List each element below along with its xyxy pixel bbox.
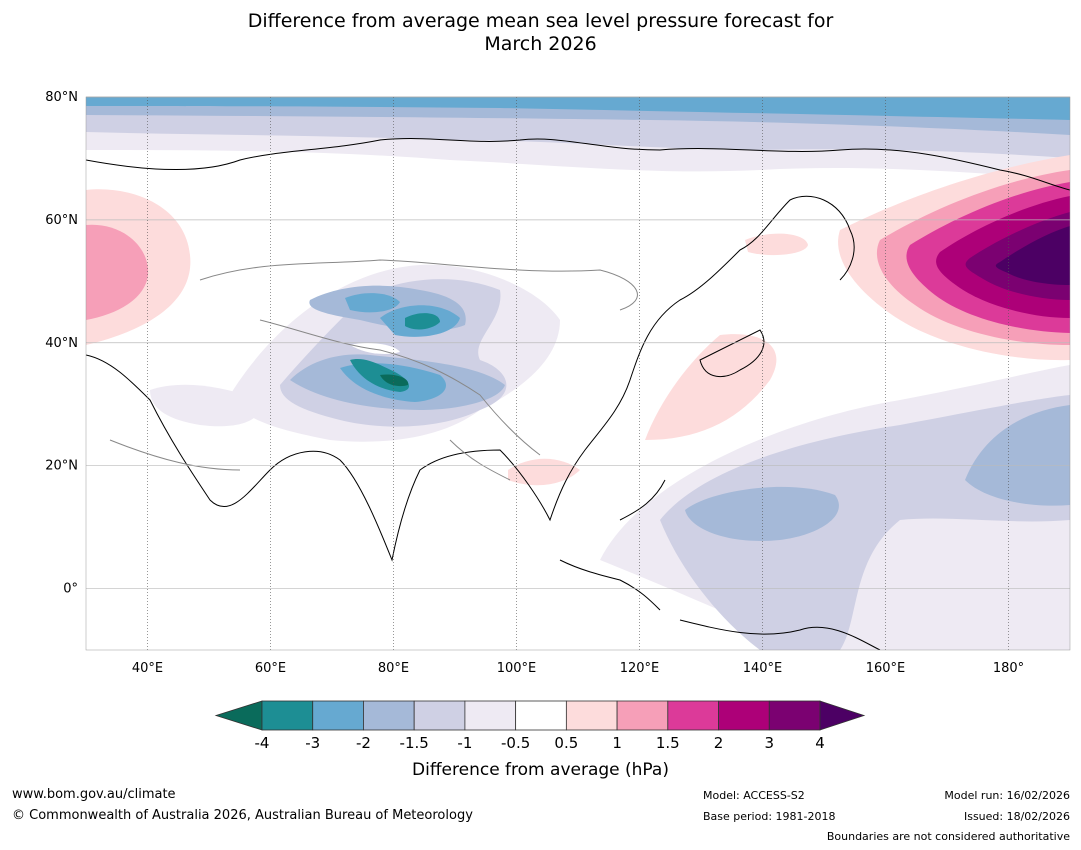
footer-issued: Issued: 18/02/2026 bbox=[963, 810, 1070, 823]
siberia-high-small bbox=[745, 233, 808, 256]
longitude-labels: 40°E 60°E 80°E 100°E 120°E 140°E 160°E 180° bbox=[132, 661, 1024, 676]
latitude-label: 40°N bbox=[45, 336, 78, 351]
colorbar-tick-label: -4 bbox=[255, 734, 270, 752]
colorbar-tick-label: -3 bbox=[305, 734, 320, 752]
pacific-low-core-east bbox=[965, 405, 1070, 506]
latitude-label: 20°N bbox=[45, 459, 78, 474]
colorbar-tick-label: -1.5 bbox=[400, 734, 429, 752]
latitude-labels: 80°N 60°N 40°N 20°N 0° bbox=[45, 90, 78, 597]
colorbar-segment bbox=[413, 700, 466, 731]
colorbar-segment bbox=[768, 700, 821, 731]
colorbar-segment bbox=[312, 700, 364, 731]
longitude-label: 180° bbox=[993, 661, 1024, 676]
japan-high bbox=[645, 334, 777, 440]
colorbar-segment bbox=[565, 700, 618, 731]
longitude-label: 140°E bbox=[743, 661, 783, 676]
colorbar-tick-label: 3 bbox=[764, 734, 774, 752]
longitude-label: 160°E bbox=[866, 661, 906, 676]
latitude-label: 0° bbox=[63, 582, 78, 597]
colorbar-segment bbox=[363, 700, 415, 731]
footer-model: Model: ACCESS-S2 bbox=[703, 789, 805, 802]
colorbar-segment bbox=[718, 700, 770, 731]
latitude-label: 60°N bbox=[45, 213, 78, 228]
longitude-label: 80°E bbox=[378, 661, 409, 676]
westasia-low-light bbox=[150, 384, 261, 427]
colorbar-tick-label: 2 bbox=[714, 734, 724, 752]
colorbar-tick-label: 4 bbox=[815, 734, 825, 752]
colorbar-segment bbox=[515, 700, 567, 731]
colorbar-title: Difference from average (hPa) bbox=[412, 760, 669, 780]
coastlines bbox=[86, 138, 1070, 650]
map-title-line2: March 2026 bbox=[484, 33, 597, 55]
colorbar-segment bbox=[464, 700, 517, 731]
centralasia-low-core-north bbox=[405, 313, 440, 330]
colorbar-segment bbox=[667, 700, 719, 731]
colorbar-extend-high bbox=[819, 700, 866, 731]
colorbar-extend-low bbox=[214, 700, 263, 731]
longitude-label: 120°E bbox=[620, 661, 660, 676]
longitude-label: 60°E bbox=[255, 661, 286, 676]
borders bbox=[109, 259, 638, 481]
latitude-label: 80°N bbox=[45, 90, 78, 105]
colorbar-tick-label: 0.5 bbox=[554, 734, 578, 752]
colorbar-tick-label: -1 bbox=[457, 734, 472, 752]
longitude-label: 40°E bbox=[132, 661, 163, 676]
arctic-low-band-strong bbox=[86, 97, 1070, 120]
footer-copyright: © Commonwealth of Australia 2026, Austra… bbox=[12, 808, 473, 823]
centralasia-low-strong-north bbox=[345, 293, 400, 313]
anomaly-shading bbox=[86, 97, 1070, 650]
pacific-low-core bbox=[685, 486, 839, 541]
footer-url[interactable]: www.bom.gov.au/climate bbox=[12, 787, 176, 802]
colorbar-tick-label: -2 bbox=[356, 734, 371, 752]
map-title-line1: Difference from average mean sea level p… bbox=[247, 10, 834, 32]
footer-base-period: Base period: 1981-2018 bbox=[703, 810, 836, 823]
footer-model-run: Model run: 16/02/2026 bbox=[944, 789, 1070, 802]
map-frame bbox=[85, 96, 1071, 651]
colorbar-segment bbox=[261, 700, 314, 731]
colorbar-tick-label: 1 bbox=[612, 734, 622, 752]
colorbar-tick-label: -0.5 bbox=[501, 734, 530, 752]
longitude-label: 100°E bbox=[497, 661, 537, 676]
pacific-high-6 bbox=[995, 226, 1070, 285]
colorbar-segment bbox=[616, 700, 669, 731]
footer-disclaimer: Boundaries are not considered authoritat… bbox=[826, 830, 1070, 843]
centralasia-low-peak bbox=[380, 374, 409, 387]
colorbar: -4 -3 -2 -1.5 -1 -0.5 0.5 1 1.5 2 3 4 bbox=[214, 700, 866, 752]
centralasia-low-white-gap bbox=[350, 342, 400, 354]
colorbar-tick-label: 1.5 bbox=[656, 734, 680, 752]
west-high-inner bbox=[86, 224, 149, 320]
